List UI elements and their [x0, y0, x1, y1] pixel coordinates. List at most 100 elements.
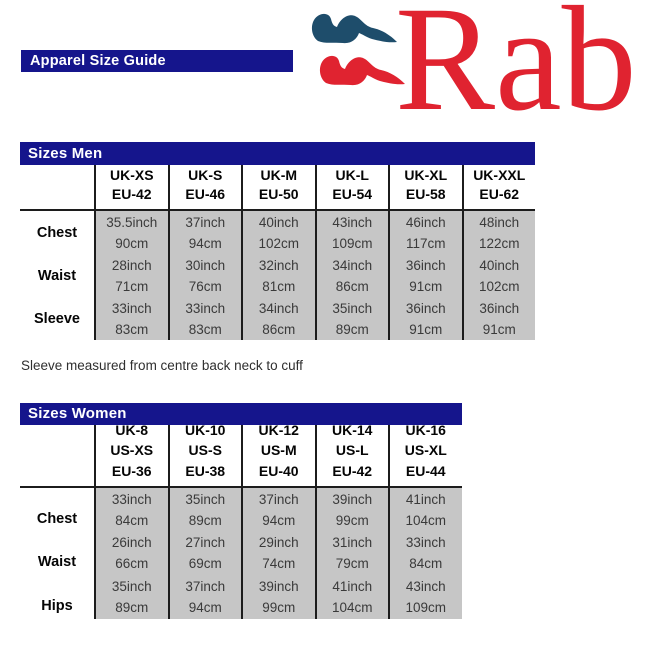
cm-value: 84cm: [409, 556, 443, 572]
size-cell: 41inch 104cm: [388, 488, 462, 532]
inch-value: 35inch: [332, 300, 373, 316]
size-cell: 36inch 91cm: [388, 297, 462, 340]
size-cell: 27inch 69cm: [167, 531, 241, 575]
size-cell: 33inch 83cm: [94, 297, 168, 340]
inch-value: 36inch: [405, 257, 446, 273]
uk-size-label: UK-XL: [404, 167, 448, 183]
inch-value: 33inch: [111, 300, 152, 316]
inch-value: 34inch: [258, 300, 299, 316]
eu-size-label: EU-42: [111, 186, 152, 202]
size-cell: 30inch 76cm: [167, 254, 241, 297]
size-cell: 35inch 89cm: [94, 575, 168, 619]
size-cell: 40inch 102cm: [461, 254, 535, 297]
size-cell: 34inch 86cm: [314, 254, 388, 297]
cm-value: 94cm: [188, 235, 222, 251]
us-size-label: US-XS: [110, 442, 154, 458]
cm-value: 79cm: [335, 556, 369, 572]
cm-value: 99cm: [335, 512, 369, 528]
cm-value: 109cm: [331, 235, 373, 251]
size-cell: 48inch 122cm: [461, 211, 535, 254]
inch-value: 40inch: [258, 214, 299, 230]
cm-value: 99cm: [262, 599, 296, 615]
size-cell: 43inch 109cm: [388, 575, 462, 619]
us-size-label: US-M: [260, 442, 297, 458]
men-sizes-section: Sizes Men UK-XS EU-42 UK-S EU-46 UK-M EU-50…: [20, 142, 535, 340]
eu-size-label: EU-62: [479, 186, 520, 202]
inch-value: 28inch: [111, 257, 152, 273]
cm-value: 89cm: [188, 512, 222, 528]
table-corner-cell: [20, 165, 94, 211]
size-cell: 33inch 84cm: [94, 488, 168, 532]
inch-value: 26inch: [111, 535, 152, 551]
row-label: Hips: [41, 597, 73, 614]
inch-value: 36inch: [405, 300, 446, 316]
cm-value: 94cm: [188, 599, 222, 615]
rab-wave-icon: [311, 13, 405, 86]
inch-value: 37inch: [185, 578, 226, 594]
page-title-bar: Apparel Size Guide: [21, 50, 293, 72]
col-header: UK-8 US-XS EU-36: [94, 422, 168, 488]
cm-value: 83cm: [188, 321, 222, 337]
inch-value: 29inch: [258, 535, 299, 551]
size-cell: 29inch 74cm: [241, 531, 315, 575]
inch-value: 33inch: [185, 300, 226, 316]
men-section-title: Sizes Men: [28, 145, 103, 162]
eu-size-label: EU-38: [185, 462, 226, 479]
size-cell: 36inch 91cm: [388, 254, 462, 297]
uk-size-label: UK-L: [335, 167, 369, 183]
uk-size-label: UK-XXL: [473, 167, 526, 183]
size-cell: 46inch 117cm: [388, 211, 462, 254]
col-header: UK-S EU-46: [167, 165, 241, 211]
cm-value: 122cm: [478, 235, 520, 251]
size-cell: 35.5inch 90cm: [94, 211, 168, 254]
cm-value: 94cm: [262, 512, 296, 528]
size-cell: 36inch 91cm: [461, 297, 535, 340]
eu-size-label: EU-44: [405, 462, 446, 479]
cm-value: 91cm: [409, 278, 443, 294]
uk-size-label: UK-XS: [109, 167, 154, 183]
inch-value: 27inch: [185, 535, 226, 551]
cm-value: 104cm: [331, 599, 373, 615]
size-cell: 41inch 104cm: [314, 575, 388, 619]
uk-size-label: UK-8: [115, 421, 149, 438]
cm-value: 69cm: [188, 556, 222, 572]
uk-size-label: UK-S: [188, 167, 223, 183]
inch-value: 34inch: [332, 257, 373, 273]
size-cell: 35inch 89cm: [314, 297, 388, 340]
cm-value: 71cm: [115, 278, 149, 294]
col-header: UK-16 US-XL EU-44: [388, 422, 462, 488]
inch-value: 37inch: [185, 214, 226, 230]
inch-value: 41inch: [405, 491, 446, 507]
cm-value: 91cm: [482, 321, 516, 337]
inch-value: 33inch: [111, 491, 152, 507]
inch-value: 35.5inch: [106, 214, 158, 230]
row-label: Waist: [37, 554, 77, 570]
eu-size-label: EU-58: [405, 186, 446, 202]
cm-value: 86cm: [262, 321, 296, 337]
eu-size-label: EU-42: [332, 462, 373, 479]
eu-size-label: EU-54: [332, 186, 373, 202]
rab-logo: Rab: [304, 0, 650, 134]
col-header: UK-XS EU-42: [94, 165, 168, 211]
women-section-bar: Sizes Women: [20, 403, 462, 425]
women-sizes-section: Sizes Women UK-8 US-XS EU-36 UK-10 US-S EU-3…: [20, 403, 462, 619]
inch-value: 46inch: [405, 214, 446, 230]
cm-value: 86cm: [335, 278, 369, 294]
cm-value: 109cm: [405, 599, 447, 615]
eu-size-label: EU-36: [111, 462, 152, 479]
cm-value: 89cm: [115, 599, 149, 615]
us-size-label: US-S: [188, 442, 222, 458]
inch-value: 36inch: [479, 300, 520, 316]
inch-value: 35inch: [111, 578, 152, 594]
eu-size-label: EU-46: [185, 186, 226, 202]
col-header: UK-M EU-50: [241, 165, 315, 211]
col-header: UK-XXL EU-62: [461, 165, 535, 211]
cm-value: 74cm: [262, 556, 296, 572]
uk-size-label: UK-14: [332, 421, 373, 438]
row-label: Chest: [36, 510, 78, 527]
col-header: UK-L EU-54: [314, 165, 388, 211]
uk-size-label: UK-12: [258, 421, 299, 438]
size-cell: 34inch 86cm: [241, 297, 315, 340]
size-cell: 31inch 79cm: [314, 531, 388, 575]
table-corner-cell: [20, 425, 94, 488]
